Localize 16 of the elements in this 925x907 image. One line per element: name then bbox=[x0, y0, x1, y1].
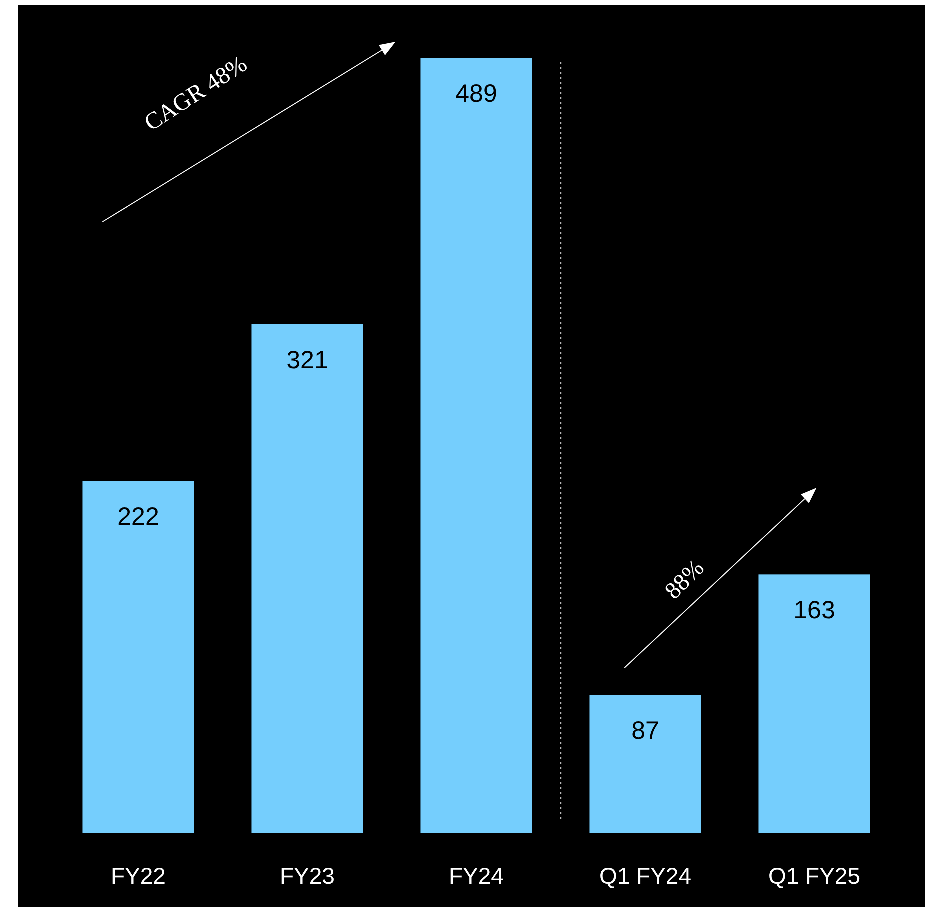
x-tick-label: FY23 bbox=[280, 863, 335, 889]
data-label: 222 bbox=[118, 503, 160, 532]
x-tick-label: Q1 FY25 bbox=[768, 863, 861, 889]
data-label: 87 bbox=[632, 717, 660, 746]
x-tick-label: FY22 bbox=[111, 863, 166, 889]
bar bbox=[590, 695, 702, 833]
bar bbox=[420, 58, 532, 833]
bar bbox=[252, 324, 364, 833]
data-label: 321 bbox=[286, 346, 328, 374]
x-tick-label: FY24 bbox=[449, 863, 504, 889]
data-label: 163 bbox=[794, 596, 836, 625]
bar bbox=[758, 574, 870, 833]
bar bbox=[82, 481, 194, 833]
x-tick-label: Q1 FY24 bbox=[599, 863, 692, 889]
data-label: 489 bbox=[456, 80, 498, 108]
annotation: 88% bbox=[660, 555, 710, 605]
